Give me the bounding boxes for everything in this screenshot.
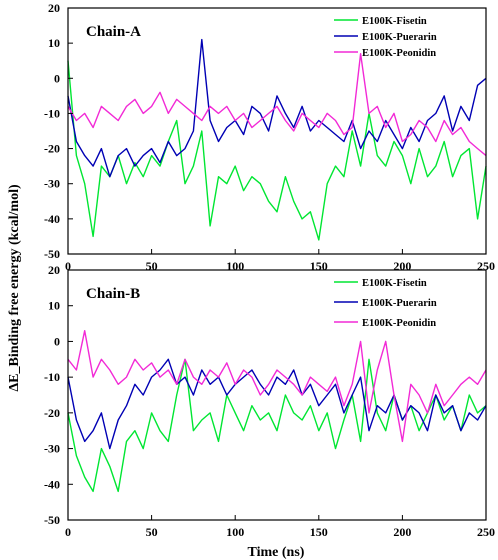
plot-frame bbox=[67, 269, 487, 521]
legend-label: E100K-Puerarin bbox=[362, 32, 437, 43]
x-tick-label: 100 bbox=[226, 259, 244, 273]
legend-label: E100K-Peonidin bbox=[362, 318, 436, 329]
y-tick-label: 20 bbox=[48, 1, 60, 15]
plot-frame bbox=[67, 7, 487, 255]
y-tick-label: 20 bbox=[48, 263, 60, 277]
panel-label: Chain-B bbox=[86, 286, 140, 302]
x-tick-label: 100 bbox=[226, 525, 244, 539]
series-line-e100k-puerarin bbox=[67, 358, 487, 450]
legend-label: E100K-Peonidin bbox=[362, 48, 436, 59]
y-tick-label: -40 bbox=[44, 477, 60, 491]
panel-label: Chain-A bbox=[86, 24, 141, 40]
x-tick-label: 50 bbox=[146, 525, 158, 539]
y-tick-label: -30 bbox=[44, 177, 60, 191]
y-tick-label: -50 bbox=[44, 247, 60, 261]
legend: E100K-Fisetin E100K-Puerarin E100K-Peonidi… bbox=[334, 278, 437, 329]
x-tick-label: 200 bbox=[393, 525, 411, 539]
y-tick-label: -20 bbox=[44, 142, 60, 156]
legend-label: E100K-Fisetin bbox=[362, 278, 427, 289]
x-tick-label: 0 bbox=[65, 525, 71, 539]
y-tick-label: -20 bbox=[44, 406, 60, 420]
y-tick-label: -30 bbox=[44, 442, 60, 456]
y-tick-label: -50 bbox=[44, 513, 60, 527]
x-axis-title: Time (ns) bbox=[248, 545, 305, 560]
y-tick-label: 0 bbox=[54, 334, 60, 348]
series-line-e100k-puerarin bbox=[67, 38, 487, 178]
y-axis-title: ΔE_Binding free energy (kcal/mol) bbox=[7, 184, 22, 392]
y-tick-label: 0 bbox=[54, 71, 60, 85]
x-tick-label: 250 bbox=[477, 525, 495, 539]
series-line-e100k-fisetin bbox=[67, 358, 487, 493]
y-tick-label: -10 bbox=[44, 106, 60, 120]
x-tick-label: 200 bbox=[393, 259, 411, 273]
y-tick-label: -40 bbox=[44, 212, 60, 226]
legend: E100K-Fisetin E100K-Puerarin E100K-Peonidi… bbox=[334, 16, 437, 59]
series-line-e100k-peonidin bbox=[67, 53, 487, 157]
x-tick-label: 150 bbox=[310, 259, 328, 273]
series-line-e100k-peonidin bbox=[67, 330, 487, 443]
x-tick-label: 50 bbox=[146, 259, 158, 273]
x-tick-label: 150 bbox=[310, 525, 328, 539]
y-tick-label: -10 bbox=[44, 370, 60, 384]
legend-label: E100K-Puerarin bbox=[362, 298, 437, 309]
y-tick-label: 10 bbox=[48, 299, 60, 313]
legend-label: E100K-Fisetin bbox=[362, 16, 427, 27]
x-tick-label: 0 bbox=[65, 259, 71, 273]
series-line-e100k-fisetin bbox=[67, 60, 487, 241]
y-tick-label: 10 bbox=[48, 36, 60, 50]
